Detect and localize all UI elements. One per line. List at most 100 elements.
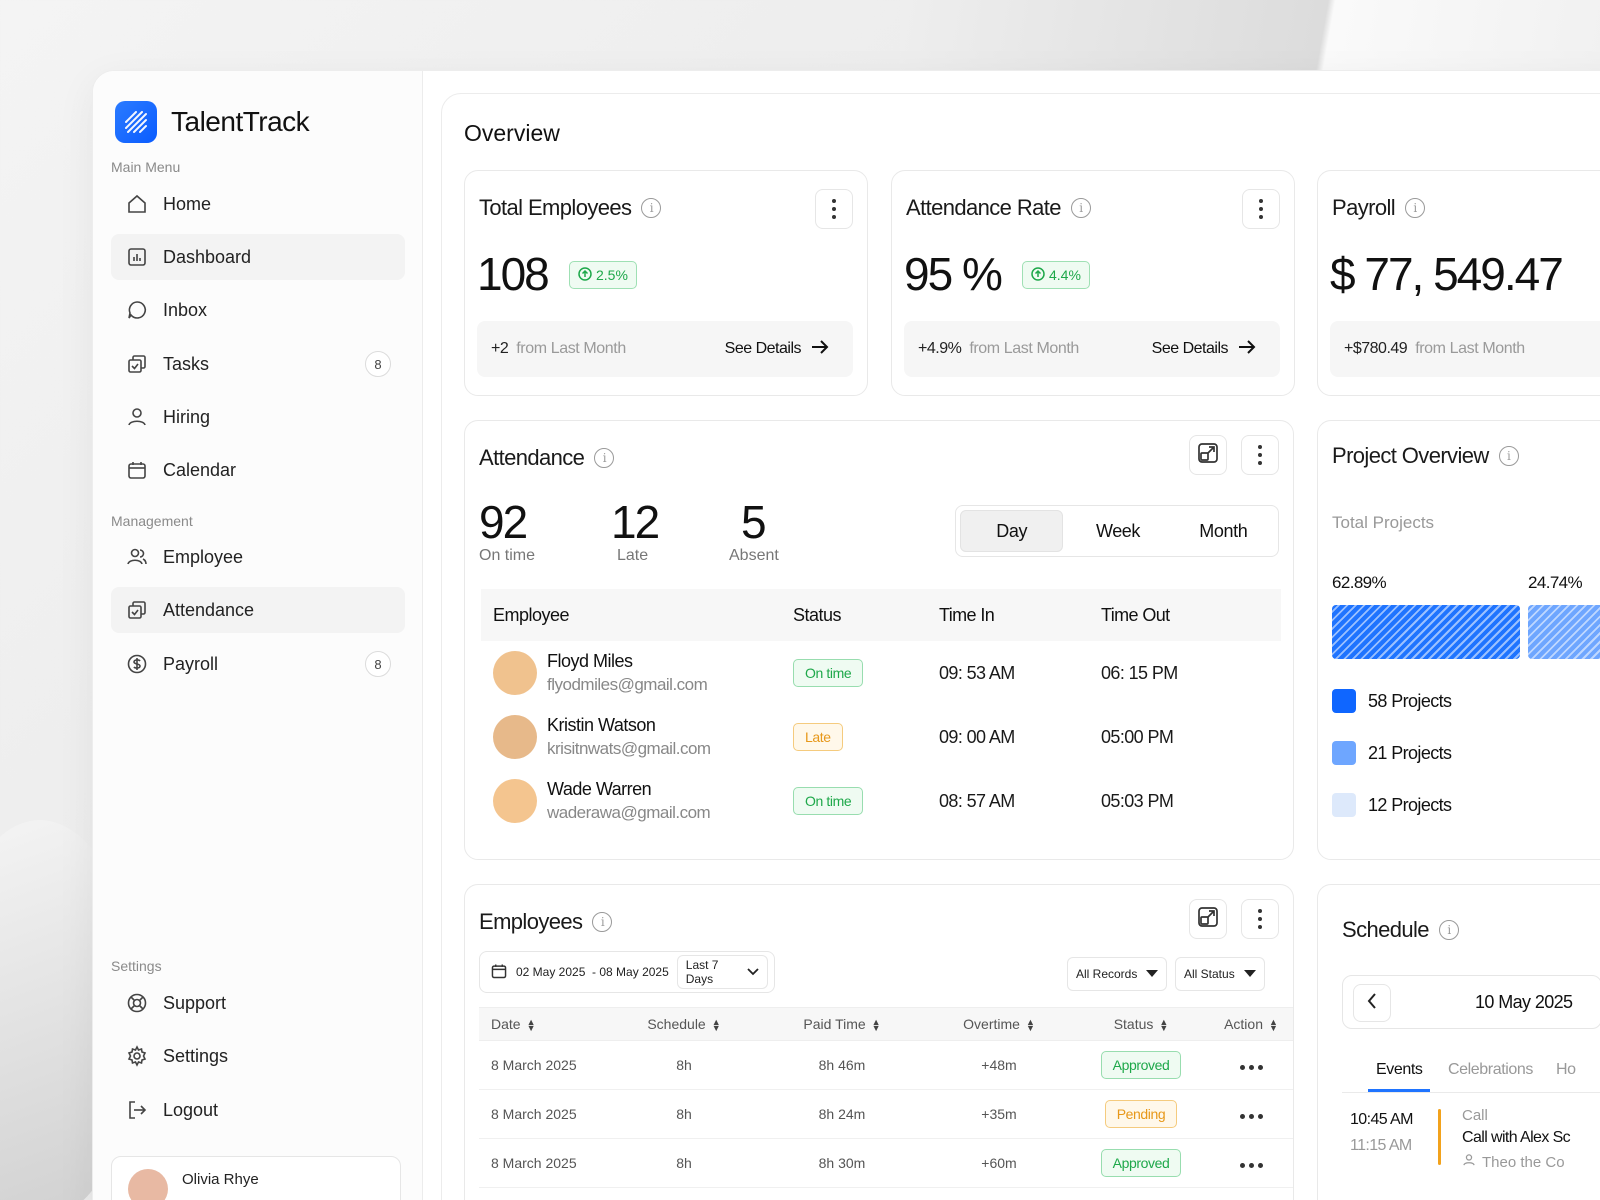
tabs-divider <box>1342 1092 1600 1093</box>
table-row[interactable]: 8 March 2025 8h 8h 46m +48m Approved <box>479 1041 1293 1090</box>
see-details-label: See Details <box>724 340 802 357</box>
see-details-link[interactable]: See Details <box>1152 339 1256 360</box>
info-icon[interactable]: i <box>592 912 613 932</box>
column-time-in[interactable]: Time In <box>939 604 995 625</box>
sidebar-item-logout[interactable]: Logout <box>111 1087 405 1133</box>
column-overtime[interactable]: Overtime ▲ ▼ <box>921 1016 1077 1034</box>
sidebar-item-calendar[interactable]: Calendar <box>111 447 405 493</box>
info-icon[interactable]: i <box>594 448 615 468</box>
info-icon[interactable]: i <box>1070 198 1091 218</box>
sidebar-item-dashboard[interactable]: Dashboard <box>111 234 405 280</box>
tab-celebrations[interactable]: Celebrations <box>1448 1061 1534 1078</box>
event-title[interactable]: Call with Alex Sc <box>1462 1129 1571 1146</box>
user-icon <box>125 405 149 429</box>
sidebar-item-tasks[interactable]: Tasks 8 <box>111 341 405 387</box>
column-time-out[interactable]: Time Out <box>1101 604 1170 625</box>
card-title-text: Attendance Rate <box>906 195 1062 220</box>
user-profile-card[interactable]: Olivia Rhye <box>111 1156 401 1200</box>
card-title: Project Overview i <box>1332 443 1519 469</box>
event-marker <box>1438 1109 1441 1165</box>
legend-label: 58 Projects <box>1368 690 1452 711</box>
overtime-cell: +60m <box>981 1155 1017 1171</box>
column-label: Schedule <box>647 1016 706 1032</box>
tab-day[interactable]: Day <box>960 510 1064 552</box>
sort-icon: ▲ ▼ <box>1025 1017 1035 1034</box>
avatar <box>128 1169 168 1200</box>
avatar <box>493 715 537 759</box>
row-actions-button[interactable] <box>1239 1114 1263 1119</box>
time-out: 05:00 PM <box>1101 726 1174 747</box>
info-icon[interactable]: i <box>1438 920 1459 940</box>
range-preset-value: Last 7 Days <box>685 958 719 986</box>
info-icon[interactable]: i <box>1498 446 1519 466</box>
more-options-button[interactable] <box>1241 899 1279 939</box>
sidebar-item-support[interactable]: Support <box>111 980 405 1026</box>
employee-cell: Wade Warren waderawa@gmail.com <box>481 779 793 823</box>
sidebar-item-label: Payroll <box>163 653 219 674</box>
table-row[interactable]: Kristin Watson krisitnwats@gmail.com Lat… <box>481 705 1281 769</box>
card-title-text: Employees <box>479 909 583 934</box>
date-range-picker[interactable]: 02 May 2025 - 08 May 2025 Last 7 Days <box>479 951 775 993</box>
more-options-button[interactable] <box>1241 435 1279 475</box>
sidebar-item-payroll[interactable]: Payroll 8 <box>111 641 405 687</box>
table-row[interactable]: 8 March 2025 8h 8h 30m +60m Approved <box>479 1139 1293 1188</box>
column-status[interactable]: Status ▲ ▼ <box>1077 1016 1205 1033</box>
column-schedule[interactable]: Schedule ▲ ▼ <box>605 1016 763 1033</box>
sidebar-item-settings[interactable]: Settings <box>111 1033 405 1079</box>
sidebar-item-hiring[interactable]: Hiring <box>111 394 405 440</box>
attendance-rate-card: Attendance Rate i 95 % 4.4% +4.9% from L… <box>891 170 1295 396</box>
expand-button[interactable] <box>1189 899 1227 939</box>
table-row[interactable]: 8 March 2025 8h 8h 24m +35m Pending <box>479 1090 1293 1139</box>
more-options-button[interactable] <box>815 189 853 229</box>
sidebar-item-label: Logout <box>163 1099 219 1120</box>
time-out: 05:03 PM <box>1101 790 1174 811</box>
sidebar-item-attendance[interactable]: Attendance <box>111 587 405 633</box>
table-row[interactable]: Floyd Miles flyodmiles@gmail.com On time… <box>481 641 1281 705</box>
increase-value: +4.9% <box>918 340 962 357</box>
column-employee[interactable]: Employee <box>493 604 570 625</box>
tasks-icon <box>125 352 149 376</box>
brand[interactable]: TalentTrack <box>115 101 310 143</box>
legend-item: 58 Projects <box>1332 689 1452 713</box>
status-cell: Pending <box>1077 1100 1205 1128</box>
column-date[interactable]: Date ▲ ▼ <box>479 1016 605 1033</box>
status-filter-select[interactable]: All Status <box>1175 957 1265 991</box>
expand-button[interactable] <box>1189 435 1227 475</box>
employee-info: Floyd Miles flyodmiles@gmail.com <box>547 651 708 695</box>
tab-holidays[interactable]: Ho <box>1556 1061 1576 1078</box>
schedule-date-nav: 10 May 2025 <box>1342 975 1600 1029</box>
tab-events[interactable]: Events <box>1376 1061 1423 1078</box>
see-details-link[interactable]: See Details <box>725 339 829 360</box>
status-badge: Approved <box>1100 1051 1182 1079</box>
info-icon[interactable]: i <box>641 198 662 218</box>
more-options-button[interactable] <box>1242 189 1280 229</box>
main-menu-label: Main Menu <box>111 159 181 175</box>
card-title: Attendance i <box>479 445 615 471</box>
tab-month[interactable]: Month <box>1199 520 1248 541</box>
action-cell <box>1205 1106 1293 1122</box>
sidebar-item-employee[interactable]: Employee <box>111 534 405 580</box>
segment-2-bar[interactable] <box>1528 605 1600 659</box>
records-filter-select[interactable]: All Records <box>1067 957 1167 991</box>
row-actions-button[interactable] <box>1239 1065 1263 1070</box>
legend-swatch <box>1332 689 1356 713</box>
stat-footer: +$780.49 from Last Month <box>1330 321 1600 377</box>
date-cell: 8 March 2025 <box>491 1106 577 1122</box>
sidebar-item-home[interactable]: Home <box>111 181 405 227</box>
info-icon[interactable]: i <box>1405 198 1426 218</box>
tab-week[interactable]: Week <box>1095 520 1141 541</box>
range-preset-select[interactable]: Last 7 Days <box>676 955 768 989</box>
management-label: Management <box>111 513 193 529</box>
status-badge: On time <box>793 659 864 687</box>
column-label: Action <box>1224 1016 1263 1032</box>
column-action[interactable]: Action ▲ ▼ <box>1205 1016 1293 1033</box>
previous-day-button[interactable] <box>1353 984 1391 1022</box>
card-title: Schedule i <box>1342 917 1459 943</box>
column-paid-time[interactable]: Paid Time ▲ ▼ <box>763 1016 921 1033</box>
sidebar-item-inbox[interactable]: Inbox <box>111 287 405 333</box>
segment-1-bar[interactable] <box>1332 605 1520 659</box>
row-actions-button[interactable] <box>1239 1163 1263 1168</box>
table-row[interactable]: Wade Warren waderawa@gmail.com On time 0… <box>481 769 1281 833</box>
column-status[interactable]: Status <box>793 604 842 625</box>
card-title: Employees i <box>479 909 613 935</box>
